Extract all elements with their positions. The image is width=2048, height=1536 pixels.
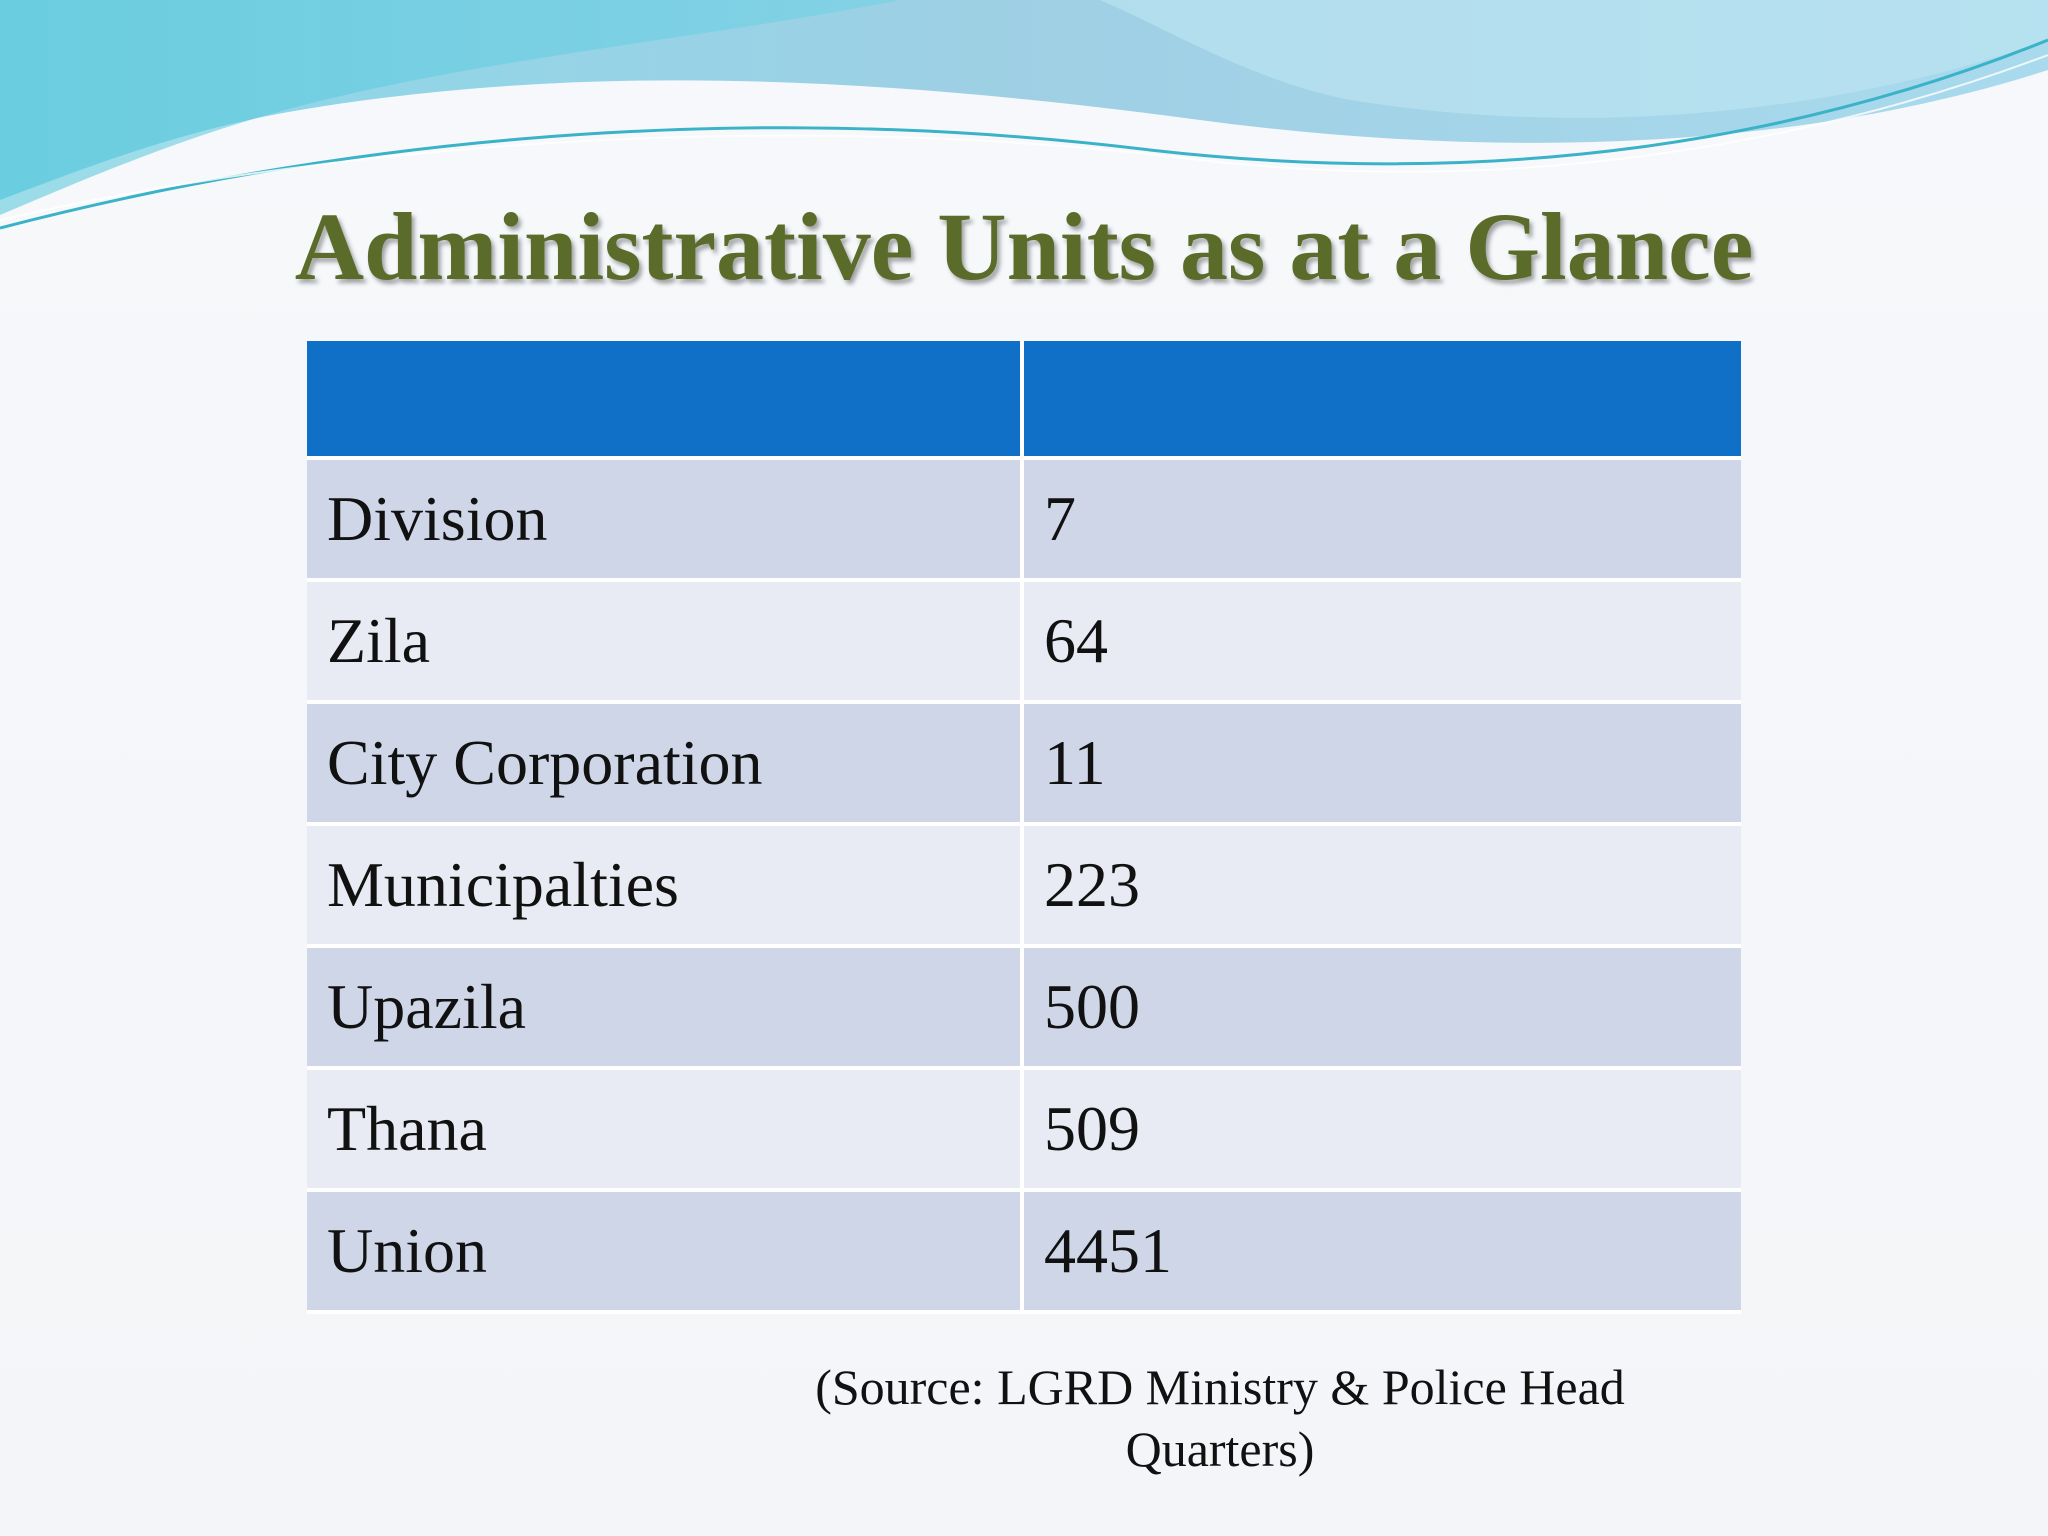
table-row: Upazila 500	[307, 948, 1741, 1070]
unit-cell: City Corporation	[307, 704, 1024, 826]
unit-cell: Thana	[307, 1070, 1024, 1192]
count-cell: 509	[1024, 1070, 1741, 1192]
unit-cell: Municipalties	[307, 826, 1024, 948]
slide-title: Administrative Units as at a Glance	[294, 193, 1754, 300]
table-row: Division 7	[307, 460, 1741, 582]
count-cell: 64	[1024, 582, 1741, 704]
source-line-1: (Source: LGRD Ministry & Police Head	[815, 1359, 1625, 1415]
table-row: Municipalties 223	[307, 826, 1741, 948]
unit-cell: Upazila	[307, 948, 1024, 1070]
admin-units-table: Division 7 Zila 64 City Corporation 11 M…	[307, 341, 1741, 1314]
header-cell-count	[1024, 341, 1741, 460]
count-cell: 500	[1024, 948, 1741, 1070]
table-row: Zila 64	[307, 582, 1741, 704]
source-note: (Source: LGRD Ministry & Police Head Qua…	[770, 1356, 1670, 1480]
count-cell: 11	[1024, 704, 1741, 826]
table-row: City Corporation 11	[307, 704, 1741, 826]
source-line-2: Quarters)	[1125, 1421, 1315, 1477]
unit-cell: Union	[307, 1192, 1024, 1314]
count-cell: 4451	[1024, 1192, 1741, 1314]
count-cell: 7	[1024, 460, 1741, 582]
count-cell: 223	[1024, 826, 1741, 948]
unit-cell: Division	[307, 460, 1024, 582]
table-header-row	[307, 341, 1741, 460]
header-cell-unit	[307, 341, 1024, 460]
table-row: Union 4451	[307, 1192, 1741, 1314]
table-row: Thana 509	[307, 1070, 1741, 1192]
decorative-wave-banner	[0, 0, 2048, 230]
unit-cell: Zila	[307, 582, 1024, 704]
